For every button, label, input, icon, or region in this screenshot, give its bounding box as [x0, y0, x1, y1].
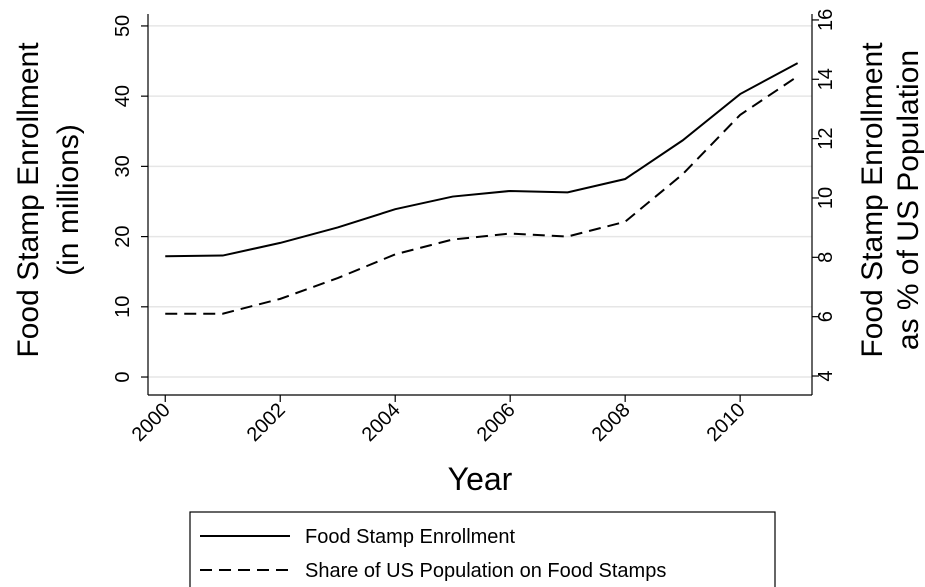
x-tick-label: 2002 [243, 399, 290, 446]
y2-axis-title: Food Stamp Enrollment [856, 42, 889, 358]
y-tick-label: 20 [112, 225, 134, 247]
x-axis-title: Year [448, 461, 513, 497]
y2-tick-label: 12 [815, 128, 837, 150]
x-tick-label: 2000 [128, 399, 175, 446]
x-tick-label: 2006 [473, 399, 520, 446]
y-axis-title: Food Stamp Enrollment [12, 42, 45, 358]
y-axis-title: (in millions) [52, 124, 85, 276]
legend-label: Food Stamp Enrollment [305, 526, 516, 548]
y2-tick-label: 6 [815, 311, 837, 322]
y2-tick-label: 8 [815, 252, 837, 263]
y-tick-label: 0 [112, 371, 134, 382]
series-line [165, 62, 799, 258]
y-tick-label: 50 [112, 15, 134, 37]
y-tick-label: 10 [112, 296, 134, 318]
y-tick-label: 40 [112, 85, 134, 107]
x-tick-label: 2008 [588, 399, 635, 446]
legend-box [189, 511, 776, 587]
y-tick-label: 30 [112, 155, 134, 177]
x-tick-label: 2004 [358, 399, 405, 446]
y2-tick-label: 4 [815, 370, 837, 381]
y2-axis-title: as % of US Population [892, 50, 925, 350]
x-tick-label: 2010 [703, 399, 750, 446]
y2-tick-label: 10 [815, 187, 837, 209]
y2-tick-label: 14 [815, 68, 837, 90]
series-line [165, 75, 799, 315]
legend-label: Share of US Population on Food Stamps [305, 560, 666, 582]
y2-tick-label: 16 [815, 9, 837, 31]
